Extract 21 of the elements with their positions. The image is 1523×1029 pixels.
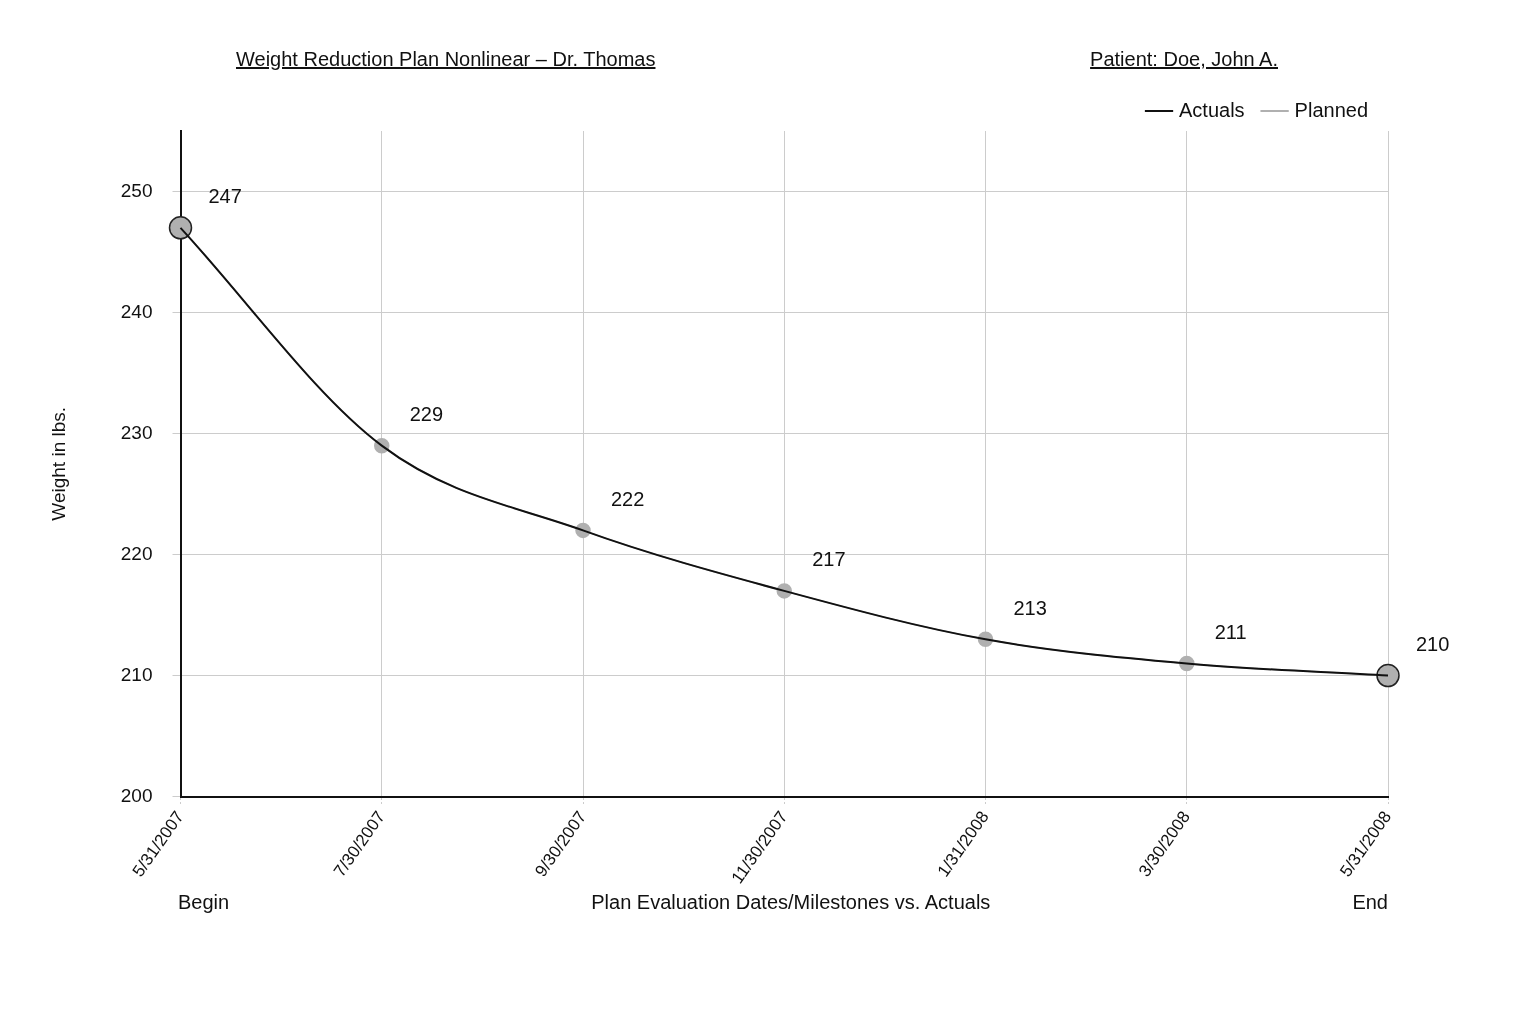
text: Begin xyxy=(178,891,230,914)
legend-label: Planned xyxy=(1294,98,1369,121)
data-label: 210 xyxy=(1416,633,1450,656)
y-axis-title: Weight in lbs. xyxy=(47,406,69,521)
chart-title: Weight Reduction Plan Nonlinear – Dr. Thomas xyxy=(236,48,656,71)
legend-label: Actuals xyxy=(1179,98,1245,121)
data-label: 229 xyxy=(409,403,444,426)
data-label: 247 xyxy=(208,185,242,208)
y-tick-label: 250 xyxy=(120,179,153,201)
text: End xyxy=(1352,891,1388,914)
y-tick-label: 220 xyxy=(120,542,153,564)
data-label: 222 xyxy=(611,487,645,510)
data-label: 217 xyxy=(812,548,846,571)
x-axis-title: Plan Evaluation Dates/Milestones vs. Actuals xyxy=(591,891,991,914)
y-tick-label: 210 xyxy=(120,663,153,685)
text: Patient: Doe, John A. xyxy=(1090,48,1278,71)
y-tick-label: 230 xyxy=(120,421,153,443)
data-label: 213 xyxy=(1013,596,1047,619)
data-label: 211 xyxy=(1214,621,1247,644)
y-tick-label: 200 xyxy=(120,784,153,806)
y-tick-label: 240 xyxy=(120,300,153,322)
